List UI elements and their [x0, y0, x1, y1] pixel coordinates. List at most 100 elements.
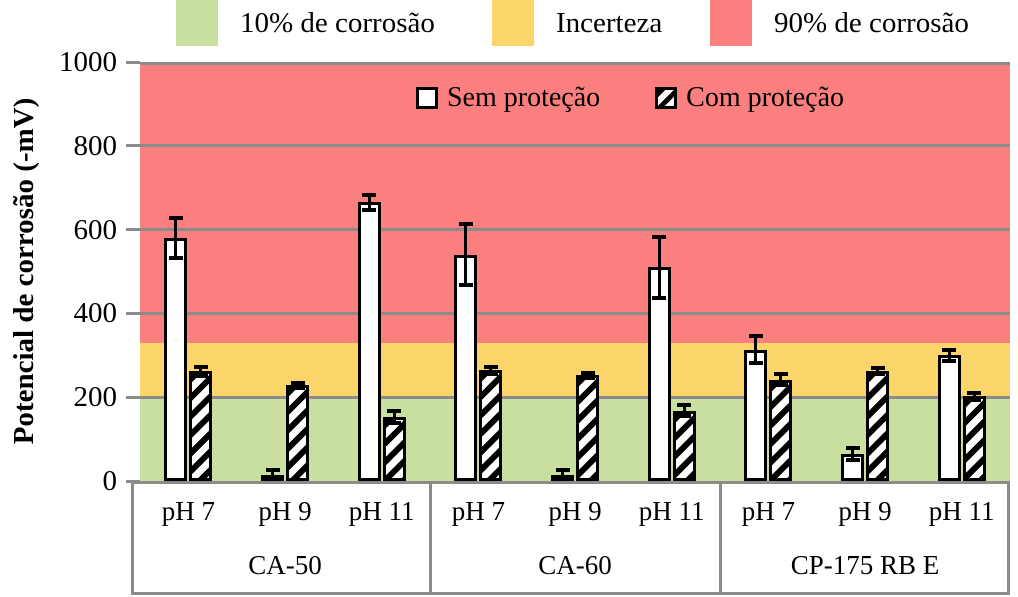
error-bar-cap — [387, 409, 402, 414]
series-legend: Sem proteção Com proteção — [195, 82, 1010, 114]
error-bar-cap — [677, 413, 692, 418]
error-bar-cap — [168, 216, 183, 221]
bar-com-prote-o — [672, 410, 696, 481]
y-axis-tick — [126, 144, 140, 148]
incerteza-swatch-icon — [492, 0, 534, 46]
band-incerteza — [140, 342, 1010, 398]
series-legend-label: Com proteção — [686, 82, 844, 113]
90-de-corros-o-swatch-icon — [710, 0, 752, 46]
sem-prote-o-marker-icon — [415, 87, 438, 109]
error-bar-cap — [290, 380, 305, 385]
category-axis-box — [131, 481, 1010, 595]
gridline — [140, 311, 1010, 315]
series-legend-label: Sem proteção — [446, 82, 601, 113]
error-bar — [682, 406, 686, 415]
error-bar — [392, 412, 396, 423]
y-axis-tick — [126, 311, 140, 315]
category-label: pH 11 — [928, 496, 995, 526]
category-label: pH 11 — [348, 496, 415, 526]
error-bar-cap — [845, 457, 860, 462]
category-label: pH 9 — [258, 496, 312, 526]
error-bar-cap — [362, 193, 377, 198]
error-bar — [296, 383, 299, 388]
gridline — [140, 144, 1010, 148]
error-bar — [851, 448, 854, 459]
error-bar-cap — [555, 467, 570, 472]
error-bar — [586, 373, 589, 378]
bar-com-prote-o — [866, 370, 889, 481]
y-axis-tick — [126, 395, 140, 399]
category-label: pH 7 — [161, 496, 215, 526]
error-bar — [779, 375, 783, 384]
bands-legend-label: 90% de corrosão — [774, 7, 969, 39]
band-90-de-corros-o — [140, 62, 1010, 343]
error-bar — [754, 337, 758, 363]
category-label: pH 9 — [548, 496, 602, 526]
error-bar-cap — [458, 283, 473, 288]
error-bar-cap — [652, 295, 667, 300]
bar-sem-prote-o — [357, 202, 381, 481]
y-axis-tick-label: 800 — [73, 129, 118, 162]
gridline — [140, 62, 1010, 65]
error-bar-cap — [652, 234, 667, 239]
group-label: CA-60 — [538, 550, 612, 580]
bar-sem-prote-o — [454, 254, 478, 481]
bar-sem-prote-o — [164, 237, 188, 481]
bands-legend-item: Incerteza — [492, 0, 662, 46]
error-bar-cap — [168, 255, 183, 260]
error-bar-cap — [483, 371, 498, 376]
error-bar-cap — [870, 371, 885, 376]
error-bar — [367, 196, 371, 209]
error-bar — [972, 393, 976, 399]
error-bar — [489, 367, 493, 373]
bar-com-prote-o — [382, 417, 406, 481]
bar-sem-prote-o — [744, 349, 768, 481]
plot-area: Sem proteção Com proteção — [140, 62, 1010, 481]
error-bar-cap — [483, 364, 498, 369]
y-axis-title: Potencial de corrosão (-mV) — [8, 97, 40, 445]
error-bar-cap — [580, 376, 595, 381]
error-bar-cap — [773, 372, 788, 377]
y-axis-tick-label: 0 — [102, 465, 118, 497]
bar-com-prote-o — [479, 370, 503, 481]
y-axis-tick-label: 200 — [73, 381, 118, 414]
error-bar-cap — [967, 397, 982, 402]
gridline — [140, 395, 1010, 399]
error-bar — [271, 470, 274, 481]
category-label: pH 9 — [838, 496, 892, 526]
category-label: pH 7 — [741, 496, 795, 526]
band-10-de-corros-o — [140, 397, 1010, 481]
bar-com-prote-o — [189, 371, 213, 481]
category-label: pH 11 — [638, 496, 705, 526]
error-bar — [657, 237, 661, 297]
group-divider — [718, 481, 722, 595]
series-legend-item: Sem proteção — [415, 82, 601, 114]
error-bar-cap — [677, 403, 692, 408]
com-prote-o-marker-icon — [655, 87, 678, 109]
group-divider — [428, 481, 432, 595]
error-bar-cap — [458, 222, 473, 227]
y-axis-tick — [126, 60, 140, 64]
y-axis-tick-label: 400 — [73, 297, 118, 330]
error-bar-cap — [870, 365, 885, 370]
bands-legend-label: Incerteza — [556, 7, 663, 39]
error-bar-cap — [942, 348, 957, 353]
bar-sem-prote-o — [937, 355, 961, 481]
error-bar — [199, 367, 203, 375]
error-bar-cap — [748, 334, 763, 339]
error-bar-cap — [290, 386, 305, 391]
y-axis-tick-label: 600 — [73, 213, 118, 246]
error-bar-cap — [773, 382, 788, 387]
series-legend-item: Com proteção — [655, 82, 844, 114]
error-bar-cap — [387, 421, 402, 426]
y-axis-tick — [126, 228, 140, 232]
error-bar-cap — [942, 358, 957, 363]
category-label: pH 7 — [451, 496, 505, 526]
bands-legend-item: 10% de corrosão — [176, 0, 435, 46]
error-bar — [561, 470, 564, 479]
bar-com-prote-o — [286, 385, 309, 481]
error-bar-cap — [748, 361, 763, 366]
error-bar — [947, 351, 951, 360]
error-bar — [464, 225, 468, 285]
